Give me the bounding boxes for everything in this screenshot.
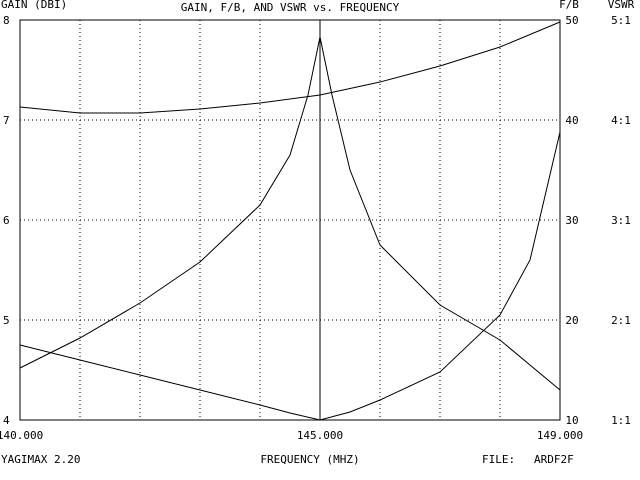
gain-tick-label: 6 (3, 214, 10, 227)
vswr-tick-label: 5:1 (611, 14, 631, 27)
gain-tick-label: 5 (3, 314, 10, 327)
tick-labels: 4 10 1:1 5 20 2:1 6 30 3:1 7 40 4:1 8 50 5:1 140.000 145… (0, 14, 631, 442)
fb-curve (19, 36, 561, 391)
grid (20, 20, 560, 420)
vswr-curve (19, 131, 561, 421)
gain-tick-label: 8 (3, 14, 10, 27)
left-axis-label: GAIN (DBI) (1, 0, 67, 11)
gain-tick-label: 7 (3, 114, 10, 127)
vswr-tick-label: 1:1 (611, 414, 631, 427)
plot-frame (19, 19, 561, 421)
curves (19, 21, 561, 421)
fb-tick-label: 10 (565, 414, 578, 427)
vswr-axis-label: VSWR (608, 0, 635, 11)
file-label: FILE: (482, 453, 515, 466)
x-tick-label: 140.000 (0, 429, 43, 442)
x-axis-label: FREQUENCY (MHZ) (260, 453, 359, 466)
fb-tick-label: 30 (565, 214, 578, 227)
file-name: ARDF2F (534, 453, 574, 466)
vswr-tick-label: 2:1 (611, 314, 631, 327)
fb-tick-label: 40 (565, 114, 578, 127)
x-tick-label: 145.000 (297, 429, 343, 442)
fb-tick-label: 50 (565, 14, 578, 27)
x-tick-label: 149.000 (537, 429, 583, 442)
vswr-tick-label: 4:1 (611, 114, 631, 127)
fb-tick-label: 20 (565, 314, 578, 327)
gain-tick-label: 4 (3, 414, 10, 427)
vswr-tick-label: 3:1 (611, 214, 631, 227)
program-name: YAGIMAX 2.20 (1, 453, 80, 466)
chart-title: GAIN, F/B, AND VSWR vs. FREQUENCY (181, 1, 400, 14)
fb-axis-label: F/B (559, 0, 579, 11)
gain-curve (19, 21, 561, 114)
